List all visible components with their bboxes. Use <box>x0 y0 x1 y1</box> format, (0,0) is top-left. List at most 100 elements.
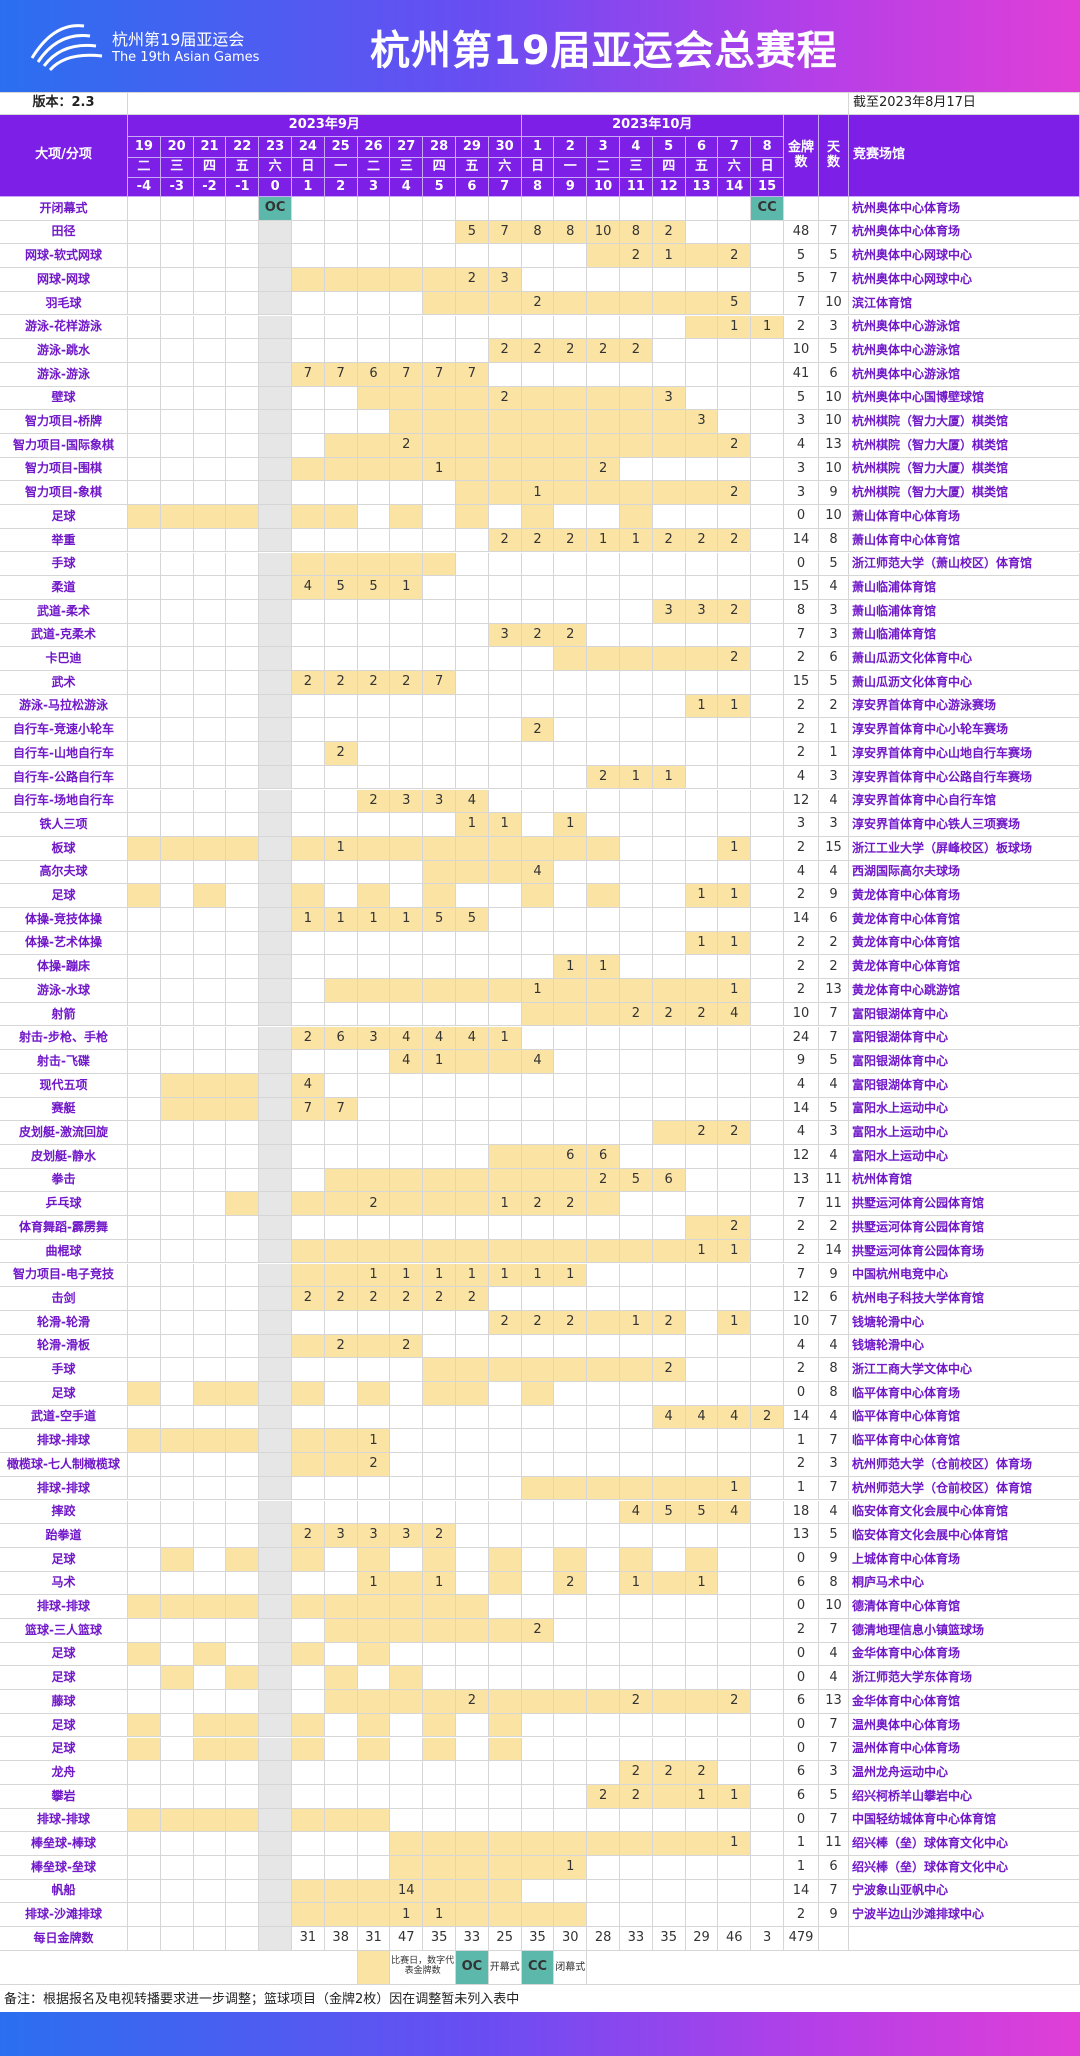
day-cell <box>423 955 456 980</box>
day-cell <box>292 599 325 624</box>
day-cell: 2 <box>587 339 620 363</box>
day-cell <box>160 1239 194 1264</box>
event-name: 现代五项 <box>0 1073 128 1098</box>
day-cell <box>292 1145 325 1169</box>
day-cell <box>357 1476 391 1501</box>
day-cell <box>390 1571 424 1596</box>
day-number-header: 9 <box>554 178 588 197</box>
day-cell <box>193 1713 227 1738</box>
day-cell <box>620 1453 653 1477</box>
day-cell <box>193 813 227 837</box>
day-cell: 2 <box>685 1761 719 1785</box>
day-cell <box>292 1476 325 1501</box>
day-cell <box>259 1737 292 1762</box>
day-cell <box>324 955 358 980</box>
day-cell <box>292 1808 325 1833</box>
event-name: 武道-柔术 <box>0 599 128 624</box>
day-cell <box>620 1856 653 1880</box>
event-name: 网球-软式网球 <box>0 244 128 269</box>
day-cell: 5 <box>357 576 391 600</box>
day-cell <box>423 528 456 553</box>
day-count: 3 <box>819 1121 849 1145</box>
day-cell <box>521 931 555 956</box>
day-cell <box>193 931 227 956</box>
gold-count: 2 <box>784 1239 819 1264</box>
day-cell <box>160 1476 194 1501</box>
day-cell: 4 <box>652 1405 686 1430</box>
day-cell <box>751 1879 784 1904</box>
day-cell: 1 <box>718 694 752 719</box>
event-name: 智力项目-象棋 <box>0 481 128 506</box>
day-cell: 4 <box>521 1050 555 1074</box>
day-cell <box>554 1287 588 1311</box>
day-cell <box>292 1192 325 1217</box>
day-cell <box>292 552 325 577</box>
day-cell <box>456 884 489 908</box>
day-cell: 2 <box>390 671 424 695</box>
day-cell <box>521 1666 555 1691</box>
day-cell <box>259 1642 292 1667</box>
day-cell: 1 <box>357 1571 391 1596</box>
bottom-bar <box>0 2012 1080 2056</box>
day-cell <box>587 197 620 221</box>
day-cell <box>128 1192 161 1217</box>
day-cell <box>292 315 325 340</box>
day-cell <box>587 884 620 908</box>
day-count: 15 <box>819 836 849 861</box>
day-cell: 1 <box>423 1903 456 1928</box>
day-cell <box>160 1690 194 1714</box>
day-cell: 1 <box>751 315 784 340</box>
day-cell <box>718 1145 752 1169</box>
day-cell <box>685 813 719 837</box>
event-name: 射击-飞碟 <box>0 1050 128 1074</box>
day-count: 7 <box>819 268 849 292</box>
day-cell: 1 <box>587 955 620 980</box>
day-cell: 2 <box>718 1216 752 1240</box>
day-cell <box>718 623 752 648</box>
day-cell <box>390 291 424 316</box>
day-cell <box>554 671 588 695</box>
day-cell <box>456 1903 489 1928</box>
day-cell <box>587 386 620 411</box>
day-cell <box>193 1050 227 1074</box>
day-cell <box>324 1666 358 1691</box>
day-cell <box>292 789 325 814</box>
day-cell <box>160 528 194 553</box>
day-cell: 2 <box>456 268 489 292</box>
day-cell <box>390 552 424 577</box>
day-cell <box>357 1879 391 1904</box>
day-cell: 1 <box>685 931 719 956</box>
day-cell <box>554 647 588 671</box>
day-cell <box>456 386 489 411</box>
day-cell <box>751 505 784 529</box>
event-name: 体育舞蹈-霹雳舞 <box>0 1216 128 1240</box>
event-name: 棒垒球-棒球 <box>0 1832 128 1856</box>
day-cell <box>751 1168 784 1193</box>
venue: 临安体育文化会展中心体育馆 <box>849 1524 1080 1548</box>
day-cell <box>488 1334 522 1359</box>
gold-count: 0 <box>784 552 819 577</box>
day-cell: 2 <box>521 1619 555 1643</box>
venue: 富阳水上运动中心 <box>849 1097 1080 1122</box>
day-number-header: 0 <box>259 178 292 197</box>
day-cell <box>423 765 456 790</box>
venue: 富阳水上运动中心 <box>849 1121 1080 1145</box>
day-count: 5 <box>819 1050 849 1074</box>
daily-gold: 31 <box>292 1927 325 1951</box>
day-cell <box>128 197 161 221</box>
day-cell <box>193 1334 227 1359</box>
day-cell <box>751 1097 784 1122</box>
day-cell <box>554 1713 588 1738</box>
day-cell <box>652 955 686 980</box>
day-cell <box>292 1382 325 1406</box>
day-cell <box>259 694 292 719</box>
day-cell <box>751 1334 784 1359</box>
day-cell <box>390 623 424 648</box>
gold-count: 8 <box>784 599 819 624</box>
gold-count: 10 <box>784 339 819 363</box>
event-name: 自行车-场地自行车 <box>0 789 128 814</box>
day-cell <box>521 1784 555 1809</box>
day-cell <box>390 1690 424 1714</box>
day-cell <box>324 1500 358 1525</box>
day-count: 8 <box>819 528 849 553</box>
